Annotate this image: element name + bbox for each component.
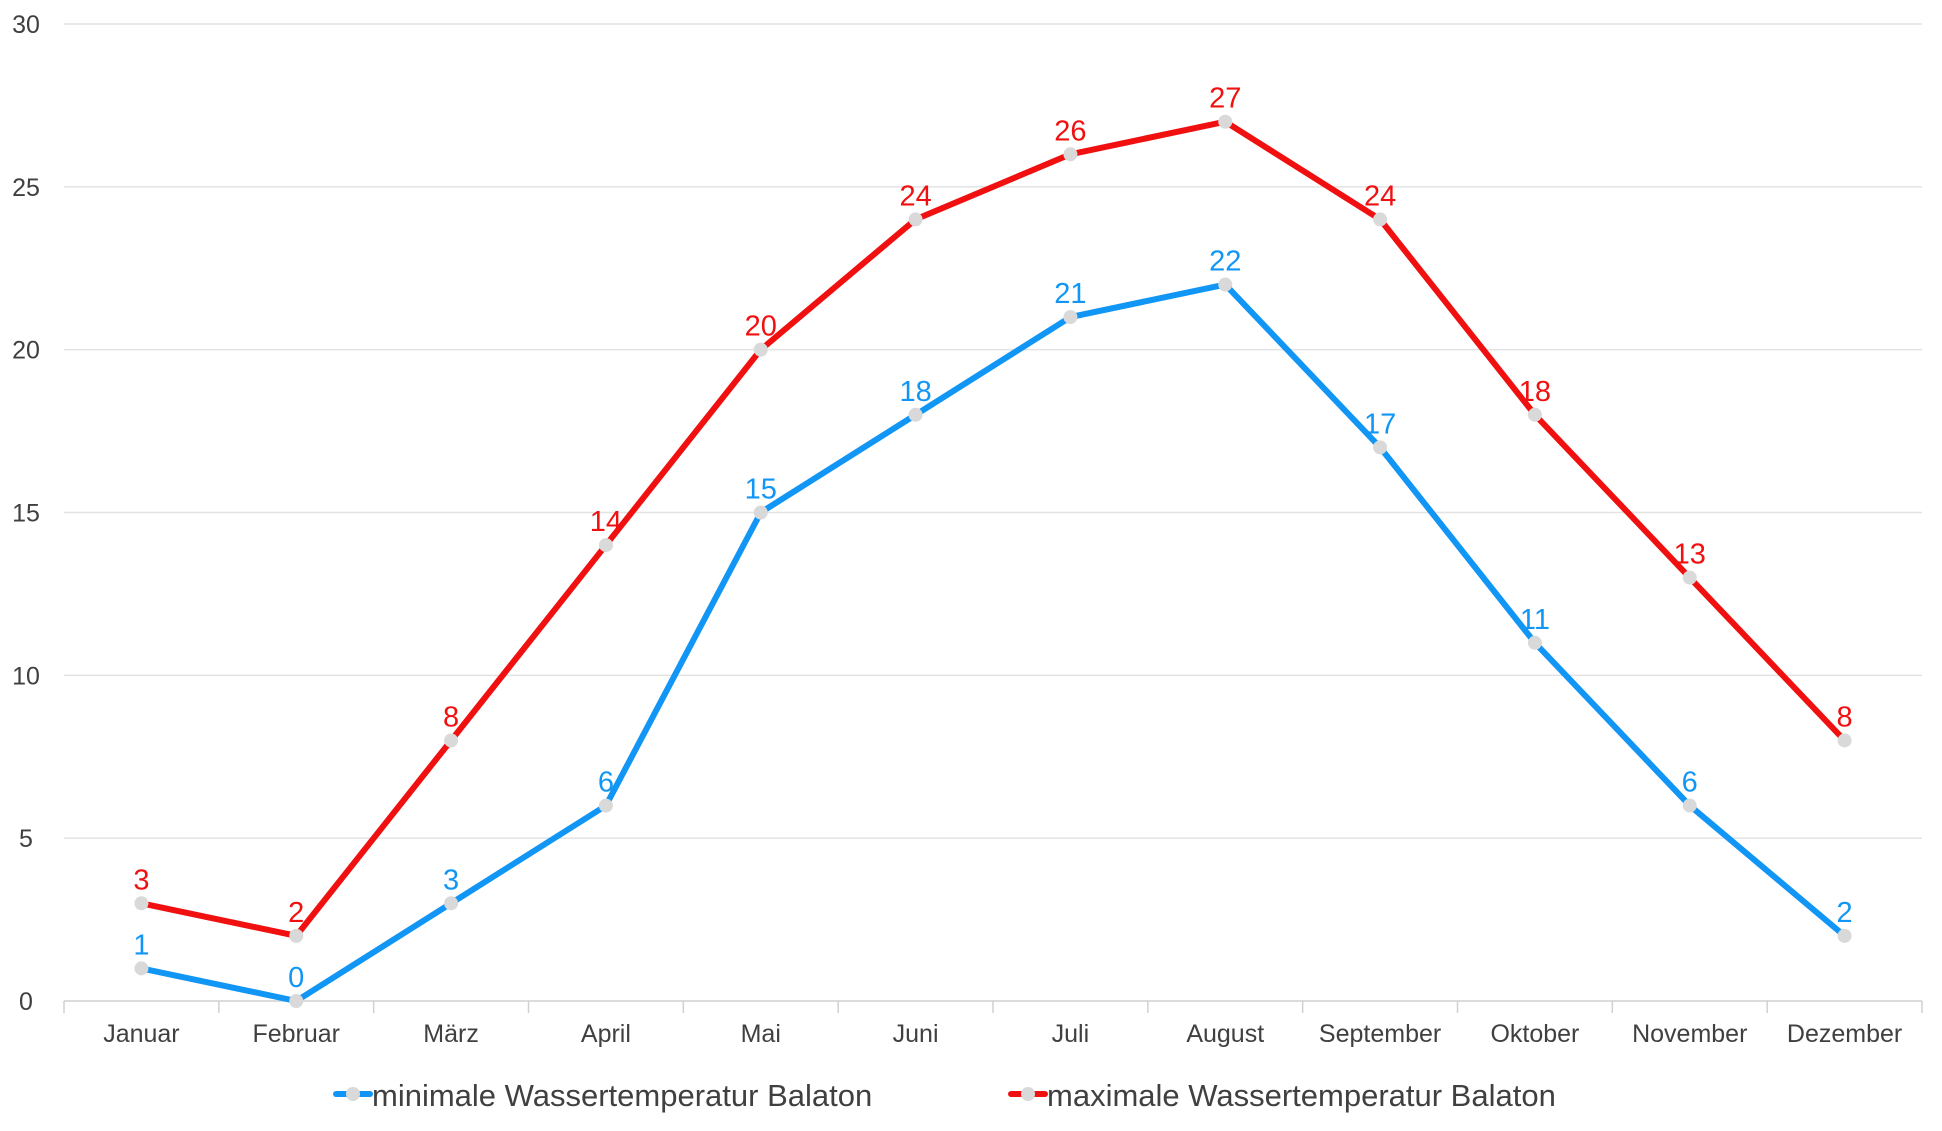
data-labels: 1 0 3 6 15 18 21 22 17 11 6 2 3 2 8 14 20 24 26 27 24 18 13 8 [133, 83, 1852, 994]
data-point [289, 928, 304, 943]
x-tick-label: Oktober [1490, 1020, 1579, 1048]
data-point [134, 896, 149, 911]
data-label: 24 [1364, 180, 1396, 212]
data-point [444, 896, 459, 911]
x-tick-label: März [423, 1020, 479, 1048]
gridlines [64, 23, 1922, 839]
data-point [753, 342, 768, 357]
legend-item: maximale Wassertemperatur Balaton [1008, 1078, 1556, 1113]
data-point [908, 407, 923, 422]
data-point [1063, 147, 1078, 162]
y-tick-label: 5 [19, 825, 33, 853]
data-point [134, 961, 149, 976]
data-label: 3 [133, 864, 149, 896]
y-tick-label: 25 [12, 174, 40, 202]
x-tick-label: Mai [741, 1020, 781, 1048]
data-point [1682, 570, 1697, 585]
data-point [598, 798, 613, 813]
data-label: 2 [1837, 897, 1853, 929]
data-label: 18 [1519, 376, 1551, 408]
legend-marker [346, 1087, 360, 1101]
series-lines [134, 114, 1852, 1008]
x-tick-label: April [581, 1020, 631, 1048]
data-label: 8 [443, 701, 459, 733]
data-point [753, 505, 768, 520]
data-label: 11 [1520, 604, 1550, 636]
data-label: 20 [745, 311, 777, 343]
data-label: 6 [598, 767, 614, 799]
data-point [908, 212, 923, 227]
data-label: 26 [1054, 115, 1086, 147]
legend-item: minimale Wassertemperatur Balaton [333, 1078, 872, 1113]
series-line-min [138, 281, 1848, 1004]
data-label: 8 [1837, 701, 1853, 733]
x-tick-label: Februar [252, 1020, 340, 1048]
data-label: 18 [899, 376, 931, 408]
data-label: 3 [443, 864, 459, 896]
data-point [1837, 733, 1852, 748]
x-tick-label: November [1632, 1020, 1747, 1048]
data-label: 13 [1674, 539, 1706, 571]
data-label: 27 [1209, 83, 1241, 115]
x-tick-label: August [1186, 1020, 1264, 1048]
data-label: 14 [590, 506, 622, 538]
data-point [1218, 114, 1233, 129]
x-tick-label: Juli [1052, 1020, 1090, 1048]
y-tick-label: 30 [12, 11, 40, 39]
legend-label: maximale Wassertemperatur Balaton [1047, 1078, 1556, 1113]
x-tick-label: Januar [103, 1020, 179, 1048]
data-point [1373, 440, 1388, 455]
data-label: 6 [1682, 767, 1698, 799]
data-point [1218, 277, 1233, 292]
data-label: 17 [1364, 408, 1396, 440]
data-point [1837, 928, 1852, 943]
data-point [1527, 635, 1542, 650]
data-label: 0 [288, 962, 304, 994]
x-tick-label: Dezember [1787, 1020, 1902, 1048]
legend-marker [1021, 1087, 1035, 1101]
y-tick-label: 15 [12, 500, 40, 528]
x-tick-label: September [1319, 1020, 1441, 1048]
series-line-max [138, 118, 1848, 939]
legend: minimale Wassertemperatur Balaton maximal… [333, 1078, 1556, 1113]
data-label: 22 [1209, 246, 1241, 278]
data-point [598, 538, 613, 553]
data-point [444, 733, 459, 748]
legend-label: minimale Wassertemperatur Balaton [372, 1078, 872, 1113]
x-tick-label: Juni [893, 1020, 939, 1048]
y-tick-label: 0 [19, 988, 33, 1016]
y-tick-label: 20 [12, 337, 40, 365]
y-tick-label: 10 [12, 662, 40, 690]
data-point [1527, 407, 1542, 422]
data-label: 24 [899, 180, 931, 212]
data-point [1063, 310, 1078, 325]
data-label: 2 [288, 897, 304, 929]
data-point [1682, 798, 1697, 813]
data-label: 15 [745, 474, 777, 506]
data-point [289, 994, 304, 1008]
data-point [1373, 212, 1388, 227]
data-label: 1 [133, 929, 149, 961]
data-label: 21 [1054, 278, 1086, 310]
